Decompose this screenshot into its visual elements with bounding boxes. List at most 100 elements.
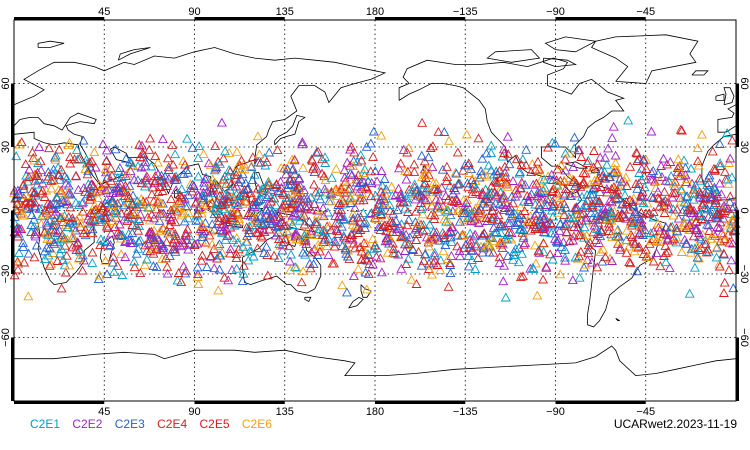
observation-point-c2e6 bbox=[512, 210, 523, 220]
observation-point-c2e3 bbox=[569, 132, 580, 142]
observation-point-c2e4 bbox=[420, 178, 431, 188]
observation-point-c2e4 bbox=[232, 207, 243, 217]
observation-point-c2e1 bbox=[248, 251, 259, 261]
observation-point-c2e1 bbox=[358, 207, 369, 217]
observation-point-c2e4 bbox=[594, 196, 605, 206]
observation-point-c2e4 bbox=[187, 186, 198, 196]
observation-point-c2e1 bbox=[281, 192, 292, 202]
observation-point-c2e1 bbox=[689, 243, 700, 253]
observation-point-c2e3 bbox=[550, 138, 561, 148]
observation-point-c2e3 bbox=[486, 165, 497, 175]
observation-point-c2e3 bbox=[44, 243, 55, 253]
observation-point-c2e4 bbox=[618, 211, 629, 221]
observation-point-c2e2 bbox=[301, 239, 312, 249]
observation-point-c2e6 bbox=[608, 169, 619, 179]
observation-point-c2e3 bbox=[236, 174, 246, 184]
observation-point-c2e2 bbox=[18, 192, 29, 202]
observation-point-c2e4 bbox=[19, 257, 30, 267]
observation-point-c2e1 bbox=[689, 262, 700, 272]
observation-point-c2e5 bbox=[135, 152, 146, 162]
observation-point-c2e5 bbox=[503, 149, 514, 159]
observation-point-c2e3 bbox=[78, 135, 89, 145]
observation-point-c2e1 bbox=[372, 242, 383, 252]
observation-point-c2e5 bbox=[173, 267, 184, 277]
observation-point-c2e4 bbox=[107, 170, 117, 180]
observation-point-c2e4 bbox=[156, 174, 167, 184]
observation-point-c2e3 bbox=[586, 207, 597, 217]
observation-point-c2e1 bbox=[70, 197, 81, 207]
observation-point-c2e3 bbox=[561, 202, 571, 212]
observation-point-c2e5 bbox=[231, 249, 242, 259]
observation-point-c2e4 bbox=[284, 241, 295, 251]
observation-point-c2e3 bbox=[682, 205, 693, 215]
observation-point-c2e1 bbox=[404, 188, 415, 198]
observation-point-c2e6 bbox=[139, 259, 150, 269]
observation-point-c2e6 bbox=[155, 225, 166, 235]
observation-point-c2e6 bbox=[248, 206, 258, 216]
observation-point-c2e5 bbox=[99, 213, 110, 223]
observation-point-c2e4 bbox=[597, 171, 608, 181]
observation-point-c2e1 bbox=[258, 182, 269, 192]
observation-point-c2e2 bbox=[261, 192, 272, 201]
observation-point-c2e6 bbox=[654, 175, 665, 185]
observation-point-c2e1 bbox=[120, 186, 131, 196]
observation-point-c2e6 bbox=[386, 181, 397, 191]
top-tick-label: −135 bbox=[453, 6, 478, 18]
observation-point-c2e1 bbox=[143, 202, 154, 212]
observation-point-c2e4 bbox=[534, 200, 545, 210]
observation-point-c2e4 bbox=[167, 139, 178, 149]
observation-point-c2e4 bbox=[99, 178, 110, 188]
observation-point-c2e5 bbox=[161, 181, 172, 190]
observation-point-c2e4 bbox=[578, 208, 589, 218]
observation-point-c2e2 bbox=[427, 162, 438, 172]
observation-point-c2e1 bbox=[528, 263, 539, 273]
observation-point-c2e4 bbox=[80, 224, 91, 234]
observation-point-c2e3 bbox=[156, 170, 167, 180]
observation-point-c2e5 bbox=[694, 187, 705, 197]
observation-point-c2e1 bbox=[223, 170, 234, 180]
observation-point-c2e5 bbox=[25, 198, 36, 208]
observation-point-c2e5 bbox=[262, 270, 273, 280]
observation-point-c2e6 bbox=[621, 225, 632, 235]
observation-point-c2e3 bbox=[259, 247, 269, 257]
observation-point-c2e2 bbox=[347, 234, 358, 244]
observation-point-c2e1 bbox=[141, 254, 152, 264]
observation-point-c2e6 bbox=[157, 211, 168, 221]
observation-point-c2e1 bbox=[417, 184, 428, 194]
observation-point-c2e6 bbox=[692, 143, 703, 152]
observation-point-c2e6 bbox=[231, 146, 242, 156]
observation-point-c2e6 bbox=[409, 191, 420, 201]
observation-point-c2e5 bbox=[417, 117, 428, 127]
observation-point-c2e6 bbox=[697, 229, 708, 239]
observation-point-c2e5 bbox=[473, 205, 484, 215]
observation-point-c2e3 bbox=[193, 204, 204, 214]
observation-point-c2e1 bbox=[183, 213, 194, 223]
observation-point-c2e1 bbox=[492, 168, 503, 178]
observation-point-c2e4 bbox=[419, 156, 430, 166]
observation-point-c2e4 bbox=[606, 183, 617, 193]
observation-point-c2e2 bbox=[162, 268, 173, 278]
observation-point-c2e3 bbox=[202, 186, 213, 196]
observation-point-c2e3 bbox=[521, 144, 532, 154]
observation-point-c2e3 bbox=[537, 210, 548, 220]
observation-point-c2e5 bbox=[210, 140, 221, 150]
observation-point-c2e4 bbox=[266, 219, 277, 229]
observation-point-c2e5 bbox=[433, 126, 444, 136]
observation-point-c2e3 bbox=[124, 180, 135, 190]
observation-point-c2e6 bbox=[653, 218, 663, 228]
observation-point-c2e3 bbox=[445, 232, 456, 242]
observation-point-c2e1 bbox=[375, 206, 386, 216]
observation-point-c2e6 bbox=[554, 197, 565, 207]
observation-point-c2e5 bbox=[112, 260, 123, 270]
observation-point-c2e4 bbox=[552, 164, 563, 174]
observation-point-c2e4 bbox=[702, 244, 713, 254]
observation-point-c2e2 bbox=[528, 179, 539, 189]
observation-point-c2e4 bbox=[443, 281, 454, 291]
observation-point-c2e1 bbox=[71, 144, 82, 154]
observation-point-c2e6 bbox=[441, 204, 452, 214]
right-axis-band bbox=[736, 210, 739, 274]
observation-point-c2e3 bbox=[253, 157, 264, 167]
observation-point-c2e2 bbox=[695, 192, 705, 202]
observation-point-c2e1 bbox=[445, 180, 456, 190]
observation-point-c2e2 bbox=[330, 237, 341, 247]
